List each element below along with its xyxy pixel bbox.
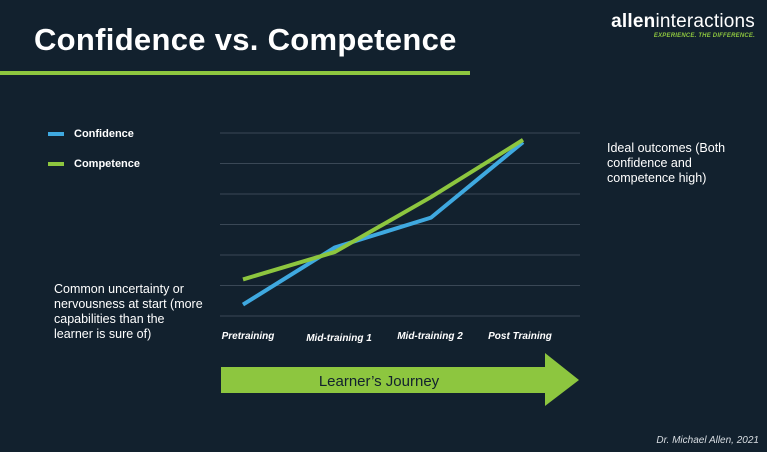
- page-title: Confidence vs. Competence: [34, 22, 457, 57]
- legend-swatch-confidence: [48, 132, 64, 136]
- brand-name: alleninteractions: [611, 12, 755, 32]
- x-tick-labels: Pretraining Mid-training 1 Mid-training 2 P…: [222, 331, 552, 344]
- journey-arrow-shape: [221, 353, 579, 406]
- x-tick-label: Mid-training 2: [397, 331, 463, 342]
- chart-gridlines: [220, 132, 580, 317]
- journey-label: Learner’s Journey: [319, 373, 440, 390]
- legend-swatch-competence: [48, 162, 64, 166]
- x-tick-label: Pretraining: [222, 331, 275, 342]
- brand-name-light: interactions: [655, 11, 755, 32]
- title-underline: [0, 71, 470, 75]
- legend-item-confidence: Confidence: [48, 126, 140, 142]
- legend-item-competence: Competence: [48, 156, 140, 172]
- annotation-start: Common uncertainty or nervousness at sta…: [54, 282, 203, 341]
- brand-name-bold: allen: [611, 11, 656, 32]
- annotation-end: Ideal outcomes (Both confidence and comp…: [607, 141, 726, 185]
- chart-series: [241, 138, 525, 307]
- x-tick-label: Mid-training 1: [306, 333, 372, 344]
- legend-label-confidence: Confidence: [74, 128, 134, 140]
- author-credit: Dr. Michael Allen, 2021: [656, 435, 759, 446]
- journey-arrow: Learner’s Journey: [221, 353, 579, 406]
- brand-logo: alleninteractions EXPERIENCE. THE DIFFER…: [611, 12, 755, 40]
- series-line-competence: [242, 138, 525, 282]
- brand-tagline: EXPERIENCE. THE DIFFERENCE.: [653, 33, 755, 39]
- x-tick-label: Post Training: [488, 331, 552, 342]
- chart-legend: Confidence Competence: [48, 126, 140, 186]
- legend-label-competence: Competence: [74, 158, 141, 170]
- series-line-confidence: [241, 140, 525, 307]
